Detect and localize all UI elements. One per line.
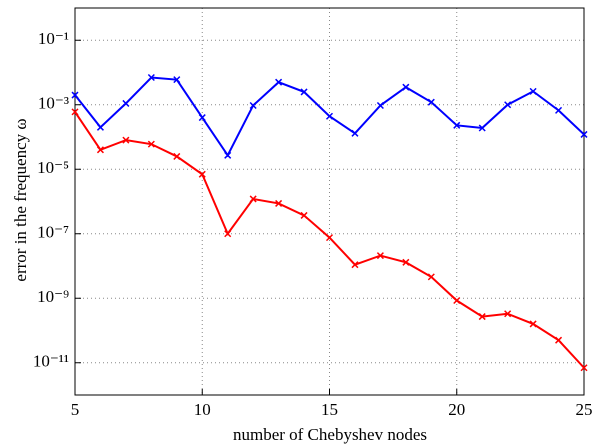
marker: [71, 91, 79, 99]
marker: [351, 129, 359, 137]
marker: [504, 310, 512, 318]
marker: [529, 87, 537, 95]
marker: [529, 320, 537, 328]
marker: [224, 230, 232, 238]
marker: [198, 170, 206, 178]
marker: [325, 112, 334, 120]
marker: [376, 252, 384, 260]
y-tick-label: 10⁻⁹: [37, 287, 69, 306]
marker: [402, 83, 410, 91]
y-tick-label: 10⁻³: [38, 94, 69, 113]
x-tick-label: 20: [448, 400, 465, 419]
marker: [300, 211, 308, 219]
marker: [427, 273, 435, 281]
x-tick-label: 15: [321, 400, 338, 419]
marker: [555, 106, 563, 114]
marker: [224, 151, 232, 159]
marker: [300, 88, 308, 96]
y-axis-label: error in the frequency ω: [11, 118, 30, 281]
marker: [198, 114, 206, 122]
marker: [96, 146, 104, 154]
marker: [453, 121, 461, 129]
marker: [478, 124, 486, 132]
marker: [275, 78, 283, 86]
marker: [453, 296, 461, 305]
marker: [580, 364, 588, 372]
marker: [351, 261, 359, 269]
marker: [122, 99, 130, 107]
marker: [478, 313, 486, 321]
y-tick-label: 10⁻⁷: [37, 223, 69, 242]
marker: [147, 140, 155, 148]
marker: [376, 101, 384, 109]
marker: [275, 199, 283, 207]
y-tick-label: 10⁻⁵: [37, 158, 69, 177]
y-tick-label: 10⁻¹: [38, 29, 69, 48]
y-tick-label: 10⁻¹¹: [33, 352, 69, 371]
marker: [580, 130, 588, 138]
marker: [555, 336, 563, 344]
marker: [96, 123, 104, 131]
marker: [402, 258, 410, 266]
marker: [249, 101, 257, 109]
marker: [249, 195, 257, 203]
marker: [173, 152, 181, 160]
marker: [504, 101, 512, 109]
plot-frame: [74, 7, 585, 396]
x-axis-label: number of Chebyshev nodes: [233, 425, 427, 444]
marker: [71, 108, 79, 116]
x-tick-label: 5: [71, 400, 80, 419]
x-tick-label: 25: [576, 400, 593, 419]
marker: [427, 98, 435, 106]
marker: [325, 234, 334, 242]
x-tick-label: 10: [194, 400, 211, 419]
marker: [147, 73, 155, 82]
marker: [173, 76, 181, 84]
marker: [122, 136, 130, 144]
